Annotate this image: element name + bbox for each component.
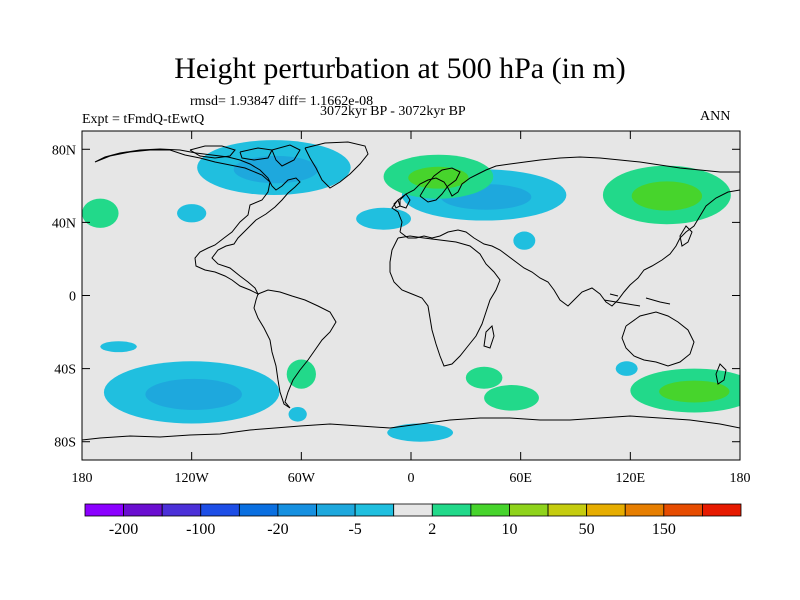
north-atlantic-west-negative <box>177 204 207 223</box>
greenland-coast <box>304 141 369 189</box>
colorbar-label: -200 <box>109 521 138 538</box>
scandinavia-positive-core <box>408 166 469 189</box>
colorbar-label: 150 <box>652 521 676 538</box>
coastlines <box>82 141 740 441</box>
south-america-south-negative <box>288 406 307 422</box>
colorbar-swatch <box>238 503 279 517</box>
tasman-negative <box>615 361 638 376</box>
lon-tick-label: 180 <box>72 471 93 486</box>
colorbar-label: -100 <box>186 521 215 538</box>
colorbar-swatch <box>354 503 395 517</box>
lon-tick-label: 180 <box>730 471 751 486</box>
colorbar-swatch <box>161 503 202 517</box>
north-america-coast <box>94 148 301 296</box>
japan-coast <box>679 225 693 247</box>
colorbar-swatch <box>470 503 510 517</box>
indian-ocean-positive <box>484 385 539 411</box>
colorbar: -200 -100 -20 -5 2 10 50 150 <box>84 503 742 538</box>
period-text: 3072kyr BP - 3072kyr BP <box>320 104 466 119</box>
anomaly-layer <box>82 140 740 442</box>
colorbar-swatch <box>547 503 588 517</box>
lon-tick-label: 0 <box>408 471 415 486</box>
south-america-coast <box>253 289 337 409</box>
colorbar-swatch <box>663 503 703 517</box>
colorbar-swatch <box>277 503 317 517</box>
british-isles-coast <box>393 193 411 209</box>
southern-ocean-negative <box>387 423 454 442</box>
indonesia-coast <box>603 293 671 307</box>
lat-tick-label: 80S <box>54 436 76 451</box>
south-atlantic-positive <box>286 359 316 389</box>
colorbar-swatch <box>393 503 433 517</box>
west-pacific-positive-core <box>631 181 703 211</box>
colorbar-label: 50 <box>579 521 595 538</box>
lat-tick-label: 80N <box>52 143 76 158</box>
new-zealand-coast <box>715 363 727 385</box>
lat-tick-label: 0 <box>69 290 76 305</box>
colorbar-swatch <box>431 503 472 517</box>
lon-tick-label: 60W <box>288 471 316 486</box>
axis-ticks: 80N 40N 0 40S 80S 180 120W 60W 0 60E 120E 180 <box>52 131 751 486</box>
south-africa-positive <box>465 366 503 389</box>
colorbar-label: 2 <box>428 521 436 538</box>
lat-tick-label: 40N <box>52 216 76 231</box>
new-zealand-positive-core <box>659 380 730 403</box>
colorbar-label: -20 <box>267 521 288 538</box>
colorbar-swatch <box>84 503 124 517</box>
eurasia-coast <box>391 156 740 307</box>
north-pacific-west-positive <box>82 198 119 228</box>
arctic-canada-negative-core <box>233 155 319 184</box>
stats-text: rmsd= 1.93847 diff= 1.1662e-08 <box>190 94 374 109</box>
africa-coast <box>389 235 501 367</box>
scandinavia-coast <box>419 167 461 203</box>
antarctica-coast <box>82 415 740 441</box>
colorbar-label: 10 <box>501 521 517 538</box>
madagascar-coast <box>483 324 495 349</box>
south-pacific-negative-core <box>145 378 242 410</box>
colorbar-swatch <box>316 503 356 517</box>
colorbar-label: -5 <box>348 521 361 538</box>
lon-tick-label: 120E <box>616 471 646 486</box>
experiment-label: Expt = tFmdQ-tEwtQ <box>82 112 205 127</box>
map-title: Height perturbation at 500 hPa (in m) <box>174 52 626 85</box>
lon-tick-label: 60E <box>509 471 532 486</box>
lon-tick-label: 120W <box>175 471 210 486</box>
season-label: ANN <box>700 109 731 124</box>
colorbar-swatch <box>509 503 549 517</box>
colorbar-swatch <box>200 503 240 517</box>
canadian-arctic-coast <box>189 144 301 167</box>
australia-coast <box>621 311 695 367</box>
lat-tick-label: 40S <box>54 363 76 378</box>
colorbar-swatch <box>123 503 163 517</box>
colorbar-swatch <box>624 503 665 517</box>
colorbar-swatch <box>702 503 742 517</box>
south-pacific-east-negative <box>100 341 137 353</box>
colorbar-swatch <box>586 503 626 517</box>
middle-east-negative <box>513 231 536 250</box>
central-atlantic-negative <box>356 207 412 230</box>
